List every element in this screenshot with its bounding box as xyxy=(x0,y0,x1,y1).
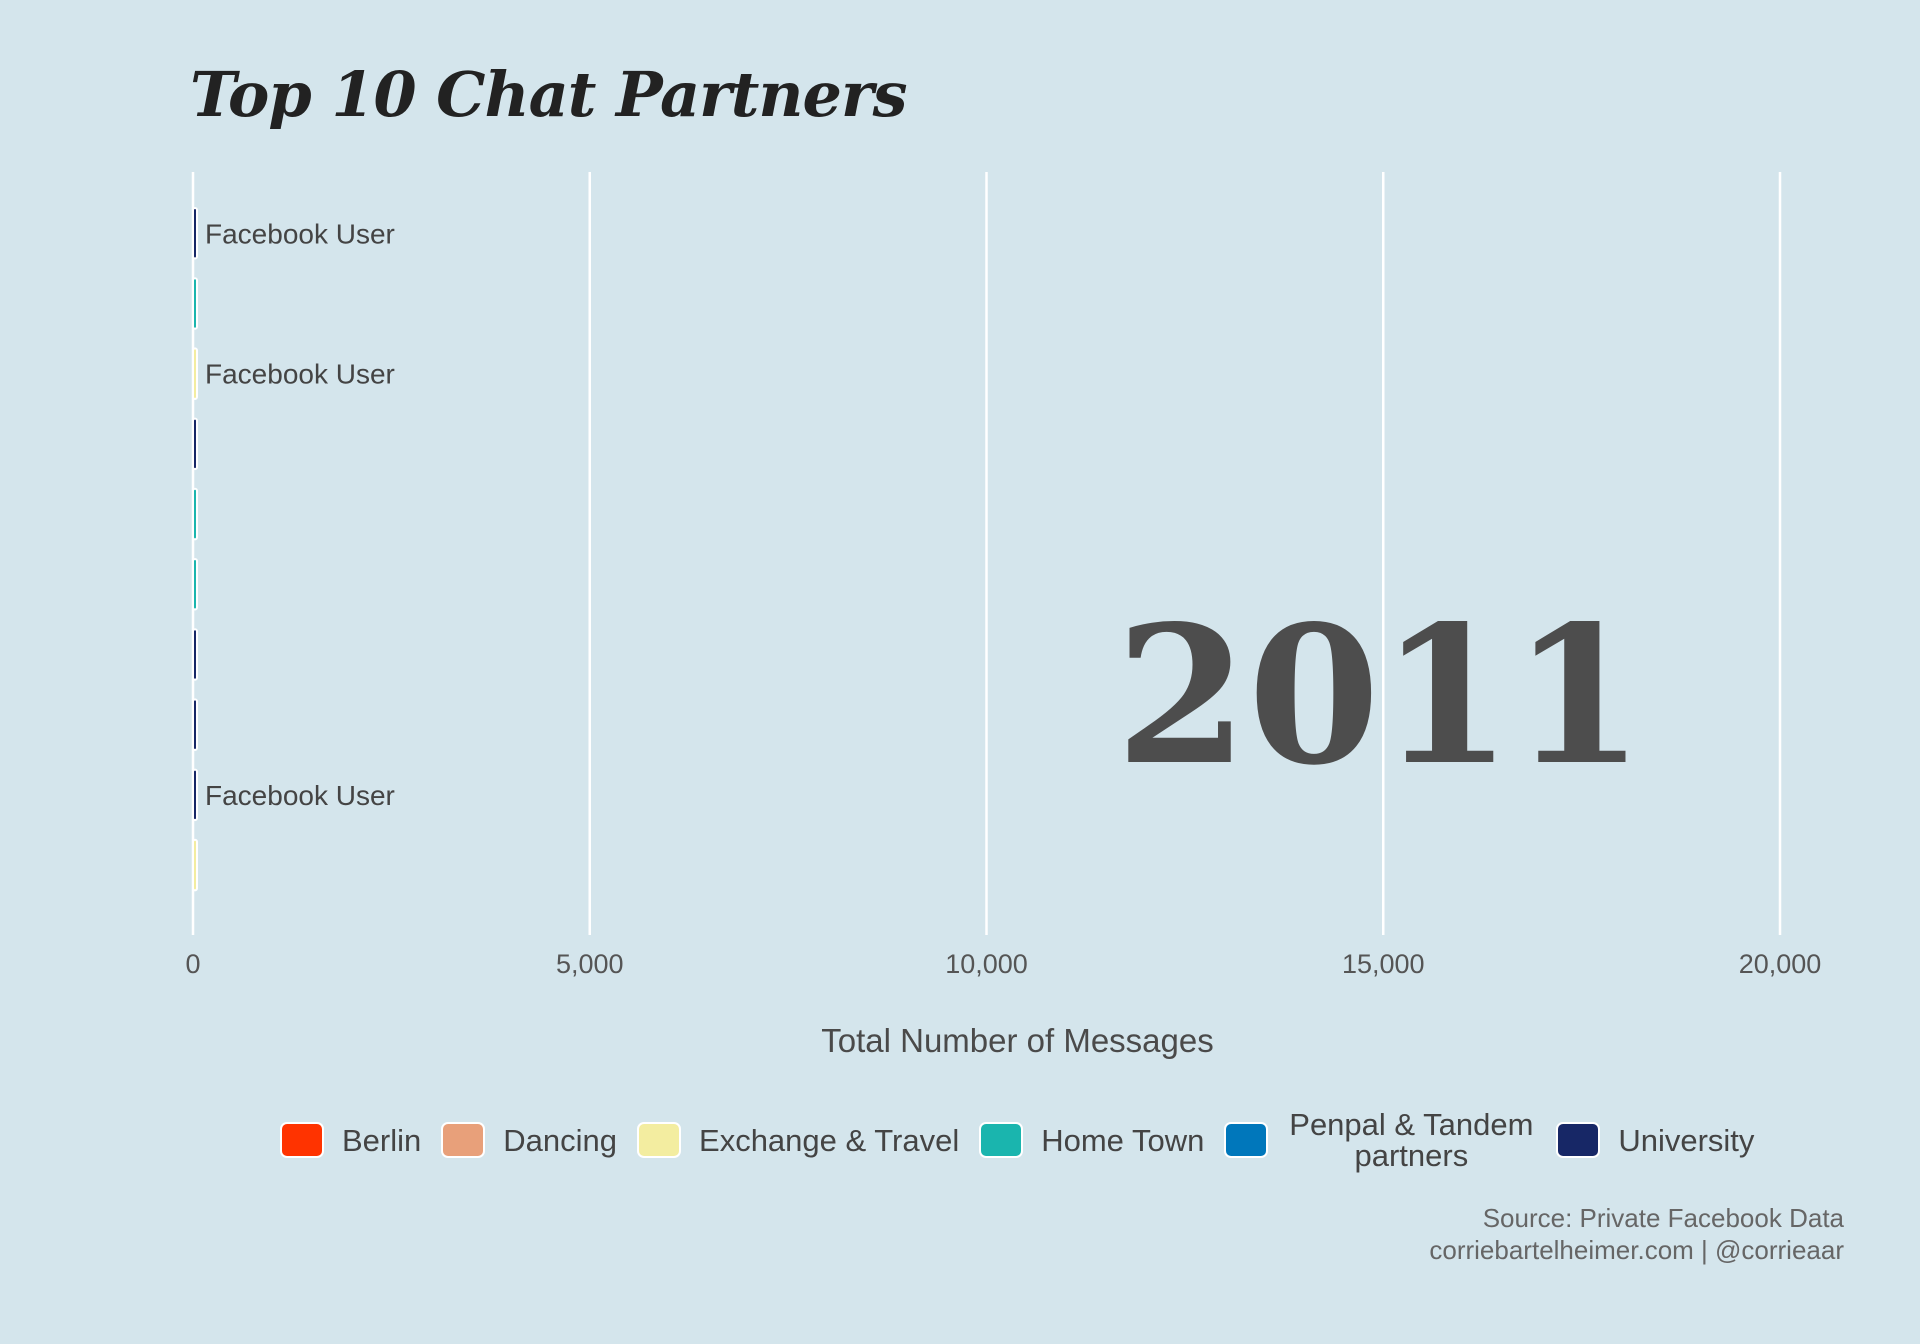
source-caption: Source: Private Facebook Data xyxy=(1482,1203,1844,1233)
bar xyxy=(192,207,198,260)
legend-swatch xyxy=(1556,1122,1601,1158)
legend-item: Home Town xyxy=(979,1122,1204,1158)
chart-title: Top 10 Chat Partners xyxy=(190,58,908,131)
bar xyxy=(192,417,198,471)
year-label: 2011 xyxy=(1116,584,1645,807)
legend-label: Exchange & Travel xyxy=(699,1122,960,1158)
bar xyxy=(192,277,198,330)
legend-swatch xyxy=(979,1122,1024,1158)
bar-label: Facebook User xyxy=(205,359,395,390)
credit-caption: corriebartelheimer.com | @corrieaar xyxy=(1429,1234,1844,1265)
x-tick-label: 5,000 xyxy=(556,949,624,979)
bar xyxy=(192,838,198,892)
legend-label: Dancing xyxy=(503,1122,618,1158)
bar xyxy=(192,347,198,400)
x-tick-label: 15,000 xyxy=(1342,949,1425,979)
legend-item: Exchange & Travel xyxy=(637,1122,959,1158)
bar xyxy=(192,628,198,681)
x-tick-label: 0 xyxy=(185,949,200,979)
legend: Berlin Dancing Exchange & Travel Home Town P… xyxy=(280,1104,1774,1176)
legend-label: Penpal & Tandem partners xyxy=(1289,1107,1534,1173)
x-tick-label: 10,000 xyxy=(945,949,1028,979)
legend-label: Home Town xyxy=(1041,1122,1205,1158)
legend-item: Dancing xyxy=(441,1122,617,1158)
bar-label: Facebook User xyxy=(205,218,395,249)
legend-swatch xyxy=(441,1122,486,1158)
bar xyxy=(192,487,198,541)
bar xyxy=(192,768,198,822)
legend-item: University xyxy=(1556,1122,1754,1158)
bar-label: Facebook User xyxy=(205,780,395,811)
bar xyxy=(192,698,198,751)
x-axis-title: Total Number of Messages xyxy=(821,1022,1214,1059)
legend-swatch xyxy=(637,1122,682,1158)
legend-item: Penpal & Tandem partners xyxy=(1224,1109,1536,1171)
legend-item: Berlin xyxy=(280,1122,421,1158)
x-tick-label: 20,000 xyxy=(1739,949,1822,979)
plot-area: 2011 Facebook User Facebook User Facebook … xyxy=(185,172,1822,979)
legend-label: University xyxy=(1618,1122,1755,1158)
bar xyxy=(192,558,198,611)
legend-label: Berlin xyxy=(342,1122,422,1158)
caption: Source: Private Facebook Data corriebart… xyxy=(1429,1203,1844,1266)
legend-swatch xyxy=(1224,1122,1269,1158)
legend-swatch xyxy=(280,1122,324,1158)
